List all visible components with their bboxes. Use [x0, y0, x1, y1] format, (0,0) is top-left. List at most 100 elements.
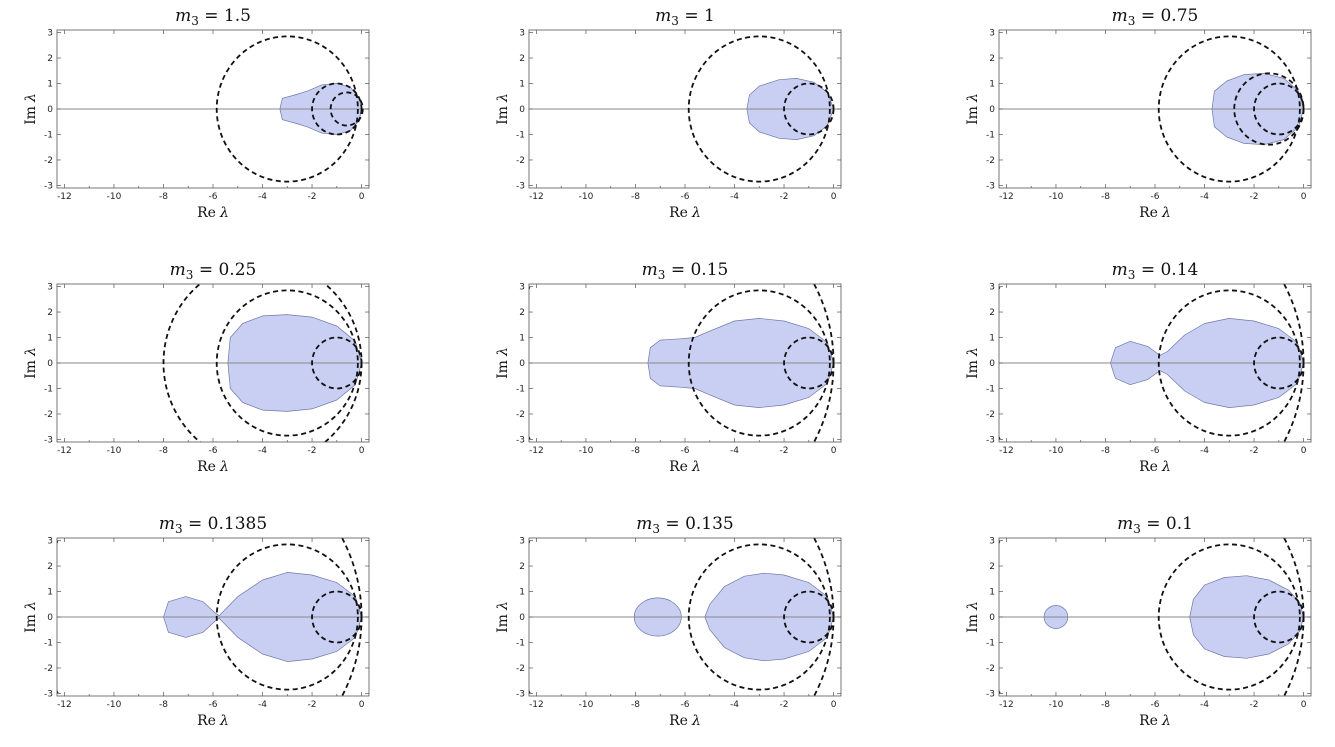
chart-1-dashed-circle-3	[329, 91, 364, 127]
chart-9-x-axis-label: Re λ	[1139, 713, 1171, 729]
chart-3-x-axis-label-var: λ	[1161, 205, 1171, 221]
chart-5-y-axis-label: Im λ	[495, 347, 511, 379]
chart-4-title-eq: =	[193, 260, 218, 280]
chart-7-y-axis-label-var: λ	[23, 601, 39, 611]
chart-6-x-tick-label-6: 0	[1301, 446, 1307, 456]
chart-8-y-axis-label-var: λ	[495, 601, 511, 611]
chart-4-x-axis-label: Re λ	[197, 459, 229, 475]
chart-1-dashed-circle-2	[311, 82, 363, 136]
chart-1-y-axis-label: Im λ	[23, 93, 39, 125]
chart-9-x-tick-label-1: -10	[1049, 700, 1064, 710]
chart-7-title-var: m	[159, 514, 175, 534]
chart-4-x-tick-label-0: -12	[57, 446, 72, 456]
chart-2-x-tick-label-5: -2	[780, 192, 789, 202]
chart-9-y-tick-label-1: -2	[986, 664, 995, 674]
chart-8-y-tick-label-2: -1	[516, 638, 525, 648]
chart-2-y-axis-label-main: Im	[495, 106, 511, 125]
chart-1-y-tick-label-6: 3	[47, 29, 53, 39]
chart-9-dashed-circle-1	[1157, 543, 1301, 691]
chart-5-y-axis-label-main: Im	[495, 360, 511, 379]
chart-5-y-tick-label-1: -2	[516, 410, 525, 420]
chart-7-y-axis-label-main: Im	[23, 614, 39, 633]
chart-4-y-tick-label-4: 1	[47, 334, 53, 344]
chart-9-y-tick-label-0: -3	[986, 689, 995, 699]
chart-4-x-tick-label-3: -6	[209, 446, 218, 456]
chart-3-title-eq: =	[1135, 6, 1160, 26]
chart-8-x-tick-label-3: -6	[681, 700, 690, 710]
chart-4-dashed-circle-2	[215, 289, 359, 437]
chart-7-title: m3 = 0.1385	[159, 514, 267, 536]
chart-7-dashed-circle-3	[57, 538, 363, 696]
chart-5-x-axis-label: Re λ	[669, 459, 701, 475]
chart-7-x-tick-label-6: 0	[359, 700, 365, 710]
chart-6-dashed-circle-3	[999, 284, 1305, 442]
chart-8-y-axis-label: Im λ	[495, 601, 511, 633]
chart-6-x-axis-label-main: Re	[1139, 459, 1158, 475]
chart-4-x-axis-label-var: λ	[219, 459, 229, 475]
chart-7-title-value: 0.1385	[208, 514, 267, 534]
chart-3-title-value: 0.75	[1160, 6, 1198, 26]
chart-3-x-tick-label-6: 0	[1301, 192, 1307, 202]
chart-5-title-eq: =	[665, 260, 690, 280]
chart-1-x-axis-label-main: Re	[197, 205, 216, 221]
chart-7-x-tick-label-0: -12	[57, 700, 72, 710]
chart-2-y-axis-label-var: λ	[495, 93, 511, 103]
chart-7-dashed-circle-1	[215, 543, 359, 691]
chart-9-y-tick-label-3: 0	[989, 613, 995, 623]
chart-7-y-tick-label-2: -1	[44, 638, 53, 648]
chart-3-x-tick-label-4: -4	[1200, 192, 1209, 202]
chart-4-x-axis-label-main: Re	[197, 459, 216, 475]
chart-3-x-tick-label-5: -2	[1250, 192, 1259, 202]
chart-1-x-axis-label-var: λ	[219, 205, 229, 221]
chart-2-y-tick-label-0: -3	[516, 181, 525, 191]
chart-1-title-eq: =	[199, 6, 224, 26]
chart-2-x-tick-label-1: -10	[579, 192, 594, 202]
chart-4-x-tick-label-4: -4	[258, 446, 267, 456]
chart-8-y-tick-label-0: -3	[516, 689, 525, 699]
chart-7-x-tick-label-3: -6	[209, 700, 218, 710]
chart-5-y-tick-label-2: -1	[516, 384, 525, 394]
chart-1-x-tick-label-6: 0	[359, 192, 365, 202]
chart-2-y-tick-label-6: 3	[519, 29, 525, 39]
chart-6-x-tick-label-5: -2	[1250, 446, 1259, 456]
chart-2-x-tick-label-4: -4	[730, 192, 739, 202]
chart-7-x-tick-label-5: -2	[308, 700, 317, 710]
chart-3-y-tick-label-5: 2	[989, 54, 995, 64]
chart-2-title-value: 1	[704, 6, 715, 26]
chart-2-x-axis-label-main: Re	[669, 205, 688, 221]
chart-9-title-eq: =	[1141, 514, 1166, 534]
chart-2-dashed-circle-1	[687, 35, 831, 183]
chart-9-y-tick-label-4: 1	[989, 588, 995, 598]
chart-1-x-tick-label-3: -6	[209, 192, 218, 202]
chart-4-y-tick-label-6: 3	[47, 283, 53, 293]
chart-5-title: m3 = 0.15	[642, 260, 729, 282]
chart-7-x-axis-label-main: Re	[197, 713, 216, 729]
chart-5-x-tick-label-1: -10	[579, 446, 594, 456]
chart-8-y-tick-label-3: 0	[519, 613, 525, 623]
chart-4-x-tick-label-2: -8	[159, 446, 168, 456]
chart-4-y-tick-label-2: -1	[44, 384, 53, 394]
chart-1-x-tick-label-1: -10	[107, 192, 122, 202]
chart-4-y-axis-label: Im λ	[23, 347, 39, 379]
chart-3-x-axis-label-main: Re	[1139, 205, 1158, 221]
chart-6-x-tick-label-2: -8	[1101, 446, 1110, 456]
chart-9-x-tick-label-3: -6	[1151, 700, 1160, 710]
chart-2-title: m3 = 1	[655, 6, 715, 28]
chart-4-x-tick-label-1: -10	[107, 446, 122, 456]
chart-1-plot-area	[57, 35, 369, 183]
chart-3-x-axis-label: Re λ	[1139, 205, 1171, 221]
chart-9-x-tick-label-4: -4	[1200, 700, 1209, 710]
chart-6-y-tick-label-1: -2	[986, 410, 995, 420]
chart-1-y-tick-label-1: -2	[44, 156, 53, 166]
chart-8-y-tick-label-5: 2	[519, 562, 525, 572]
chart-6-title-value: 0.14	[1160, 260, 1198, 280]
chart-7-y-tick-label-0: -3	[44, 689, 53, 699]
chart-3-dashed-circle-1	[1157, 35, 1301, 183]
chart-5-y-tick-label-3: 0	[519, 359, 525, 369]
chart-1-y-tick-label-2: -1	[44, 130, 53, 140]
chart-5-y-tick-label-0: -3	[516, 435, 525, 445]
